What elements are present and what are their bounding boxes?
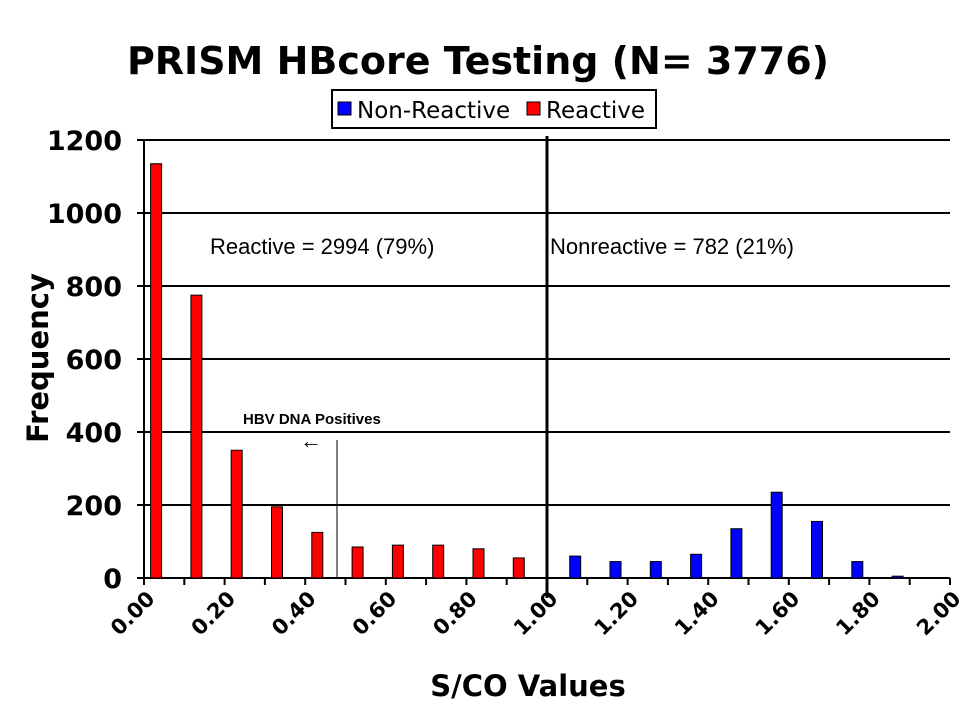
chart-title: PRISM HBcore Testing (N= 3776) (127, 39, 829, 83)
annotation-nonreactive-count: Nonreactive = 782 (21%) (550, 234, 794, 259)
bar-non-reactive (811, 520, 824, 579)
x-tick-label: 0.60 (348, 587, 402, 641)
legend-label-non-reactive: Non-Reactive (357, 98, 510, 124)
annotation-arrow-left-icon: ← (300, 428, 322, 453)
bar-reactive (391, 544, 404, 579)
bar-reactive (432, 544, 445, 579)
x-axis-label: S/CO Values (430, 669, 625, 703)
x-tick-label: 0.80 (428, 587, 482, 641)
bar-reactive (230, 449, 243, 579)
bar-non-reactive (609, 561, 622, 579)
bar-reactive (150, 163, 163, 579)
y-tick-label: 600 (66, 345, 122, 376)
y-tick-label: 800 (66, 272, 122, 303)
bar-reactive (351, 546, 364, 579)
bar-non-reactive (891, 575, 904, 579)
x-tick-label: 1.80 (831, 587, 885, 641)
bar-non-reactive (851, 561, 864, 579)
legend: Non-Reactive Reactive (331, 89, 657, 129)
legend-label-reactive: Reactive (546, 98, 645, 124)
bar-reactive (512, 557, 525, 579)
x-tick-label: 1.60 (751, 587, 805, 641)
bar-non-reactive (690, 553, 703, 579)
y-tick-label: 200 (66, 491, 122, 522)
legend-swatch-non-reactive (337, 101, 352, 116)
y-axis-label: Frequency (21, 273, 55, 443)
bar-non-reactive (569, 555, 582, 579)
bar-non-reactive (649, 561, 662, 579)
bar-non-reactive (730, 528, 743, 579)
legend-swatch-reactive (526, 101, 541, 116)
bar-non-reactive (770, 491, 783, 579)
x-tick-label: 2.00 (912, 587, 960, 641)
bar-reactive (472, 548, 485, 579)
x-tick-label: 0.40 (267, 587, 321, 641)
y-tick-label: 400 (66, 418, 122, 449)
bar-reactive (311, 531, 324, 579)
x-tick-label: 0.20 (187, 587, 241, 641)
y-tick-label: 1000 (47, 199, 122, 230)
x-tick-label: 1.00 (509, 587, 563, 641)
x-tick-label: 1.40 (670, 587, 724, 641)
annotation-reactive-count: Reactive = 2994 (79%) (210, 234, 434, 259)
legend-box (331, 89, 657, 129)
y-tick-label: 0 (103, 564, 122, 595)
y-tick-label: 1200 (47, 126, 122, 157)
annotation-hbv-dna-positives: HBV DNA Positives (243, 411, 381, 428)
bar-reactive (190, 294, 203, 579)
x-tick-label: 1.20 (590, 587, 644, 641)
bar-reactive (270, 506, 283, 579)
